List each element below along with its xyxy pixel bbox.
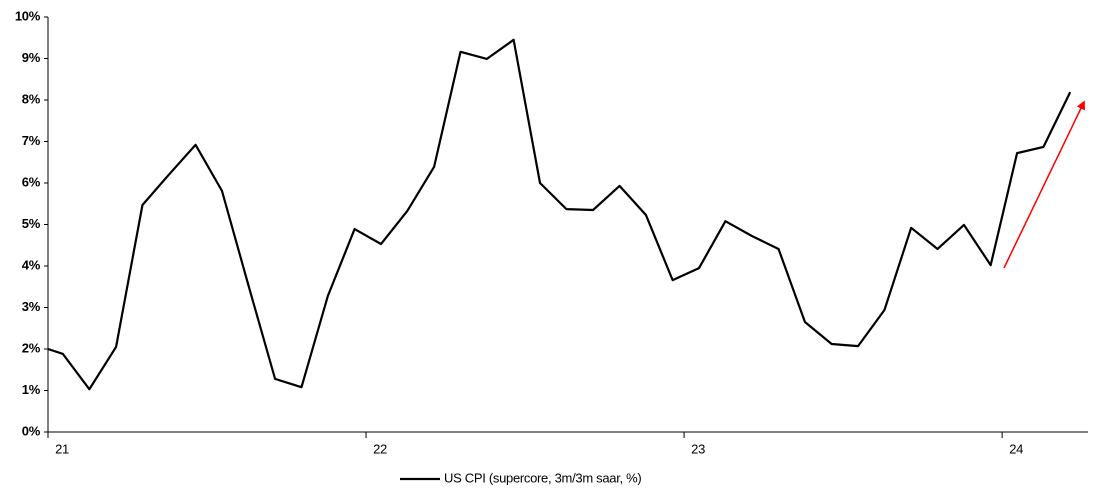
series-line	[47, 38, 1072, 391]
x-tick-label: 24	[1009, 441, 1023, 456]
y-tick-label: 7%	[22, 133, 41, 148]
y-tick-label: 10%	[15, 8, 41, 23]
y-tick-label: 1%	[22, 382, 41, 397]
x-tick-label: 23	[691, 441, 705, 456]
y-tick-label: 4%	[22, 257, 41, 272]
y-tick-label: 9%	[22, 50, 41, 65]
y-tick-label: 0%	[22, 423, 41, 438]
legend-label: US CPI (supercore, 3m/3m saar, %)	[444, 470, 641, 485]
trend-arrow	[1003, 100, 1085, 269]
y-tick-label: 3%	[22, 299, 41, 314]
y-tick-label: 2%	[22, 340, 41, 355]
x-tick-label: 21	[55, 441, 69, 456]
y-tick-label: 6%	[22, 174, 41, 189]
y-tick-label: 5%	[22, 216, 41, 231]
x-tick-label: 22	[373, 441, 387, 456]
y-tick-label: 8%	[22, 91, 41, 106]
